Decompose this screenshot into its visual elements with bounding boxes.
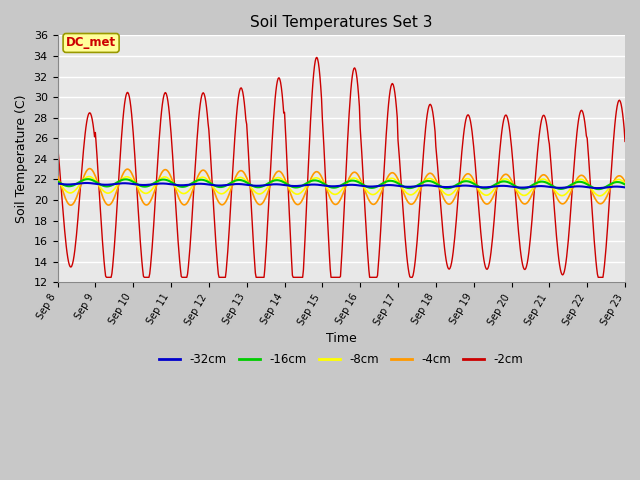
Title: Soil Temperatures Set 3: Soil Temperatures Set 3 [250,15,433,30]
Y-axis label: Soil Temperature (C): Soil Temperature (C) [15,95,28,223]
Legend: -32cm, -16cm, -8cm, -4cm, -2cm: -32cm, -16cm, -8cm, -4cm, -2cm [154,348,528,371]
Text: DC_met: DC_met [66,36,116,49]
X-axis label: Time: Time [326,332,356,345]
